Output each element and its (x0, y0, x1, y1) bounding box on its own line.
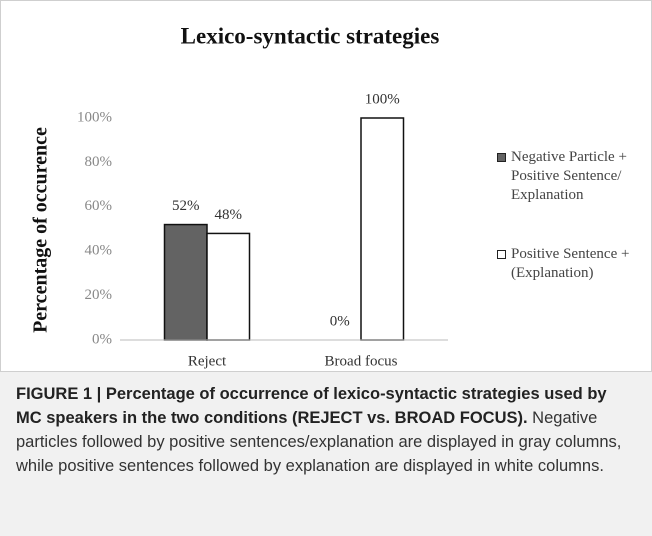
value-label: 52% (172, 198, 200, 214)
legend-entry: Positive Sentence + (Explanation) (497, 245, 647, 283)
legend-swatch (497, 153, 506, 162)
value-label: 100% (365, 91, 400, 107)
y-tick-label: 40% (85, 243, 113, 259)
y-axis-label: Percentage of occurence (30, 127, 52, 333)
legend-label: Negative Particle + Positive Sentence/ E… (511, 149, 627, 203)
bar (163, 223, 208, 341)
x-tick-label: Reject (188, 353, 227, 369)
y-tick-label: 60% (85, 198, 113, 214)
value-label: 48% (215, 207, 243, 223)
chart-title: Lexico-syntactic strategies (181, 23, 440, 48)
value-label: 0% (330, 313, 350, 329)
legend-swatch (497, 250, 506, 259)
caption-text: Negative particles followed by positive … (16, 409, 622, 475)
y-tick-label: 80% (85, 154, 113, 170)
legend-entry: Negative Particle + Positive Sentence/ E… (497, 148, 647, 205)
y-tick-label: 20% (85, 287, 113, 303)
y-tick-label: 100% (77, 109, 112, 125)
bar (360, 117, 405, 341)
chart: Lexico-syntactic strategies Percentage o… (30, 23, 448, 369)
x-tick-label: Broad focus (325, 353, 398, 369)
bar (206, 232, 251, 341)
y-tick-label: 0% (92, 331, 112, 347)
caption: FIGURE 1 | Percentage of occurrence of l… (0, 372, 652, 536)
caption-label: FIGURE 1 | Percentage of occurrence of l… (16, 385, 607, 427)
legend: Negative Particle + Positive Sentence/ E… (497, 148, 647, 323)
legend-label: Positive Sentence + (Explanation) (511, 246, 630, 281)
